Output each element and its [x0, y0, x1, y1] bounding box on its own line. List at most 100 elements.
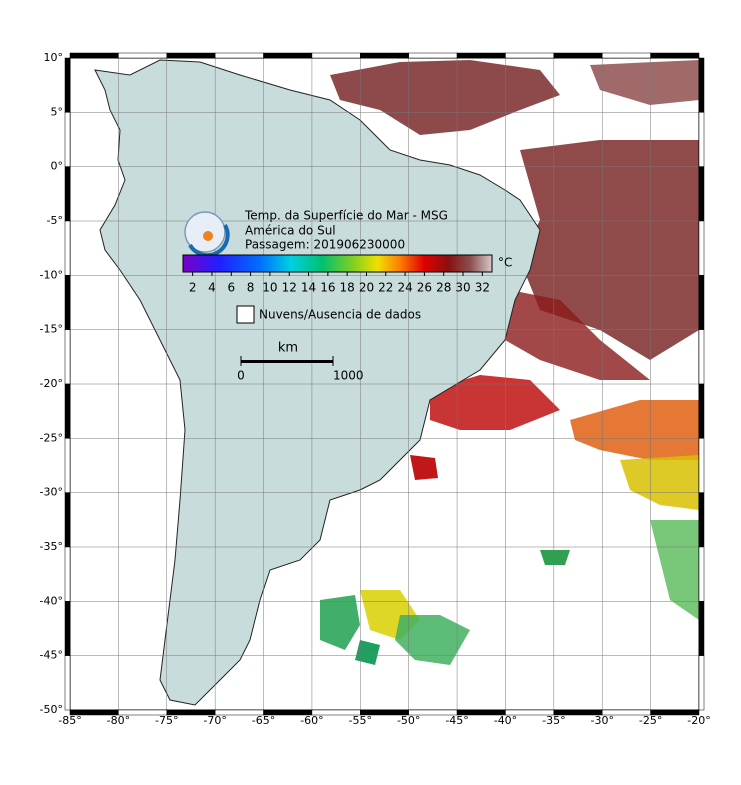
- colorbar-tick-label: 18: [340, 281, 355, 295]
- colorbar-tick-label: 6: [227, 281, 235, 295]
- border-segment: [601, 52, 651, 59]
- border-segment: [698, 601, 705, 656]
- border-segment: [64, 275, 71, 330]
- lon-tick-label: -20°: [687, 714, 710, 727]
- legend-label: Nuvens/Ausencia de dados: [259, 308, 421, 322]
- border-segment: [698, 275, 705, 330]
- legend-swatch: [236, 305, 255, 324]
- colorbar-tick-label: 22: [378, 281, 393, 295]
- scale-unit: km: [278, 341, 298, 356]
- lon-tick-label: -85°: [58, 714, 81, 727]
- lon-tick-label: -25°: [639, 714, 662, 727]
- lat-tick-label: 5°: [51, 105, 64, 118]
- border-segment: [698, 438, 705, 493]
- colorbar-tick-label: 4: [208, 281, 216, 295]
- scale-tick-label: 1000: [333, 369, 364, 383]
- colorbar-tick-label: 20: [359, 281, 374, 295]
- lon-tick-label: -40°: [494, 714, 517, 727]
- border-segment: [118, 52, 168, 59]
- scale-tick-label: 0: [237, 369, 245, 383]
- scale-bar: 0 1000: [237, 356, 364, 383]
- lat-tick-label: 0°: [51, 160, 64, 173]
- border-segment: [698, 166, 705, 222]
- lat-tick-label: -25°: [40, 431, 63, 444]
- colorbar-tick-label: 14: [301, 281, 316, 295]
- colorbar-tick-label: 30: [455, 281, 470, 295]
- border-segment: [64, 166, 71, 222]
- lon-tick-label: -75°: [155, 714, 178, 727]
- colorbar-tick-label: 10: [262, 281, 277, 295]
- border-segment: [408, 52, 458, 59]
- colorbar-tick-label: 26: [417, 281, 432, 295]
- inpe-logo: [184, 211, 230, 258]
- border-segment: [698, 329, 705, 385]
- border-segment: [69, 52, 119, 59]
- colorbar-tick-label: 16: [320, 281, 335, 295]
- sst-field: [320, 60, 699, 665]
- border-segment: [311, 52, 361, 59]
- lon-tick-label: -35°: [542, 714, 565, 727]
- border-segment: [64, 329, 71, 385]
- border-segment: [698, 112, 705, 167]
- border-segment: [698, 655, 705, 711]
- lon-tick-label: -70°: [203, 714, 226, 727]
- border-segment: [64, 57, 71, 113]
- border-segment: [64, 492, 71, 548]
- border-segment: [456, 52, 506, 59]
- lat-tick-label: -5°: [47, 214, 63, 227]
- lon-tick-label: -55°: [349, 714, 372, 727]
- border-segment: [214, 52, 264, 59]
- lat-tick-label: -30°: [40, 486, 63, 499]
- border-segment: [64, 220, 71, 276]
- title-line: Passagem: 201906230000: [245, 238, 405, 252]
- lon-tick-label: -80°: [107, 714, 130, 727]
- lat-tick-label: -15°: [40, 323, 63, 336]
- colorbar-tick-label: 32: [475, 281, 490, 295]
- lat-tick-label: 10°: [44, 51, 64, 64]
- border-segment: [263, 52, 313, 59]
- border-segment: [698, 492, 705, 548]
- border-segment: [64, 438, 71, 493]
- colorbar: [182, 254, 493, 273]
- border-segment: [698, 383, 705, 439]
- colorbar-tick-label: 28: [436, 281, 451, 295]
- border-segment: [64, 383, 71, 439]
- border-segment: [650, 709, 700, 716]
- border-segment: [360, 52, 409, 59]
- colorbar-tick-label: 8: [247, 281, 255, 295]
- border-segment: [64, 112, 71, 167]
- border-segment: [64, 655, 71, 711]
- lat-tick-label: -35°: [40, 540, 63, 553]
- lat-tick-label: -50°: [40, 703, 63, 716]
- lat-tick-label: -20°: [40, 377, 63, 390]
- lat-tick-label: -10°: [40, 268, 63, 281]
- map-area: [70, 58, 699, 710]
- colorbar-tick-label: 12: [282, 281, 297, 295]
- lat-tick-label: -40°: [40, 594, 63, 607]
- border-segment: [650, 52, 700, 59]
- title-line: América do Sul: [245, 224, 336, 238]
- scale-bar-line: [241, 360, 333, 363]
- border-segment: [166, 52, 216, 59]
- colorbar-tick-label: 2: [189, 281, 197, 295]
- graticule: [70, 58, 699, 710]
- lon-tick-label: -50°: [397, 714, 420, 727]
- border-segment: [64, 601, 71, 656]
- lat-tick-label: -45°: [40, 649, 63, 662]
- border-segment: [64, 546, 71, 602]
- border-segment: [698, 546, 705, 602]
- lon-tick-label: -60°: [300, 714, 323, 727]
- title-line: Temp. da Superfície do Mar - MSG: [244, 209, 448, 223]
- border-segment: [698, 57, 705, 113]
- border-segment: [553, 52, 603, 59]
- colorbar-unit: °C: [498, 256, 512, 270]
- lon-tick-label: -45°: [445, 714, 468, 727]
- colorbar-tick-label: 24: [397, 281, 412, 295]
- lon-tick-label: -65°: [252, 714, 275, 727]
- map-border: [64, 52, 705, 716]
- border-segment: [505, 52, 555, 59]
- border-segment: [698, 220, 705, 276]
- lon-tick-label: -30°: [590, 714, 613, 727]
- colorbar-ticks: 2 4 6 8 10 12 14 16 18 20 22 24 26 28 30 32: [189, 272, 490, 295]
